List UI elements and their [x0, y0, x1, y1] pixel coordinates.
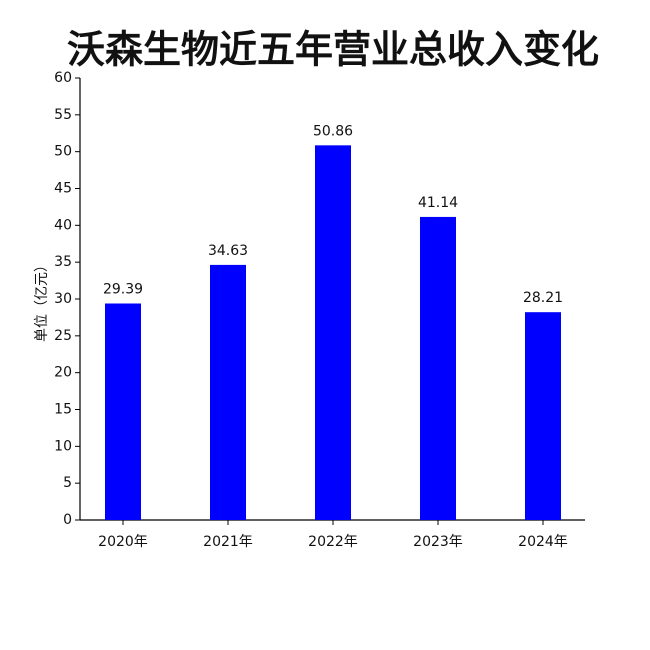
- y-axis-label: 单位（亿元）: [34, 258, 50, 342]
- y-tick-label: 35: [54, 254, 72, 270]
- y-tick-label: 55: [54, 107, 72, 123]
- value-label: 29.39: [103, 281, 143, 297]
- y-tick-label: 50: [54, 144, 72, 160]
- y-tick-label: 30: [54, 291, 72, 307]
- bar: [420, 216, 456, 520]
- y-tick-label: 20: [54, 365, 72, 381]
- bar: [210, 264, 246, 520]
- y-tick-label: 0: [63, 512, 72, 528]
- value-label: 41.14: [418, 195, 458, 211]
- x-tick-label: 2022年: [308, 534, 358, 550]
- chart-title: 沃森生物近五年营业总收入变化: [67, 28, 599, 72]
- y-tick-label: 60: [54, 70, 72, 86]
- y-tick-label: 40: [54, 217, 72, 233]
- value-label: 34.63: [208, 243, 248, 259]
- x-tick-label: 2020年: [98, 534, 148, 550]
- value-label: 28.21: [523, 290, 563, 306]
- bar: [105, 303, 141, 520]
- bar: [315, 145, 351, 520]
- y-tick-label: 45: [54, 181, 72, 197]
- y-tick-label: 5: [63, 475, 72, 491]
- x-tick-label: 2024年: [518, 534, 568, 550]
- y-tick-label: 10: [54, 438, 72, 454]
- bar: [525, 312, 561, 520]
- x-tick-label: 2023年: [413, 534, 463, 550]
- y-tick-label: 25: [54, 328, 72, 344]
- y-tick-label: 15: [54, 402, 72, 418]
- value-label: 50.86: [313, 123, 353, 139]
- x-tick-label: 2021年: [203, 534, 253, 550]
